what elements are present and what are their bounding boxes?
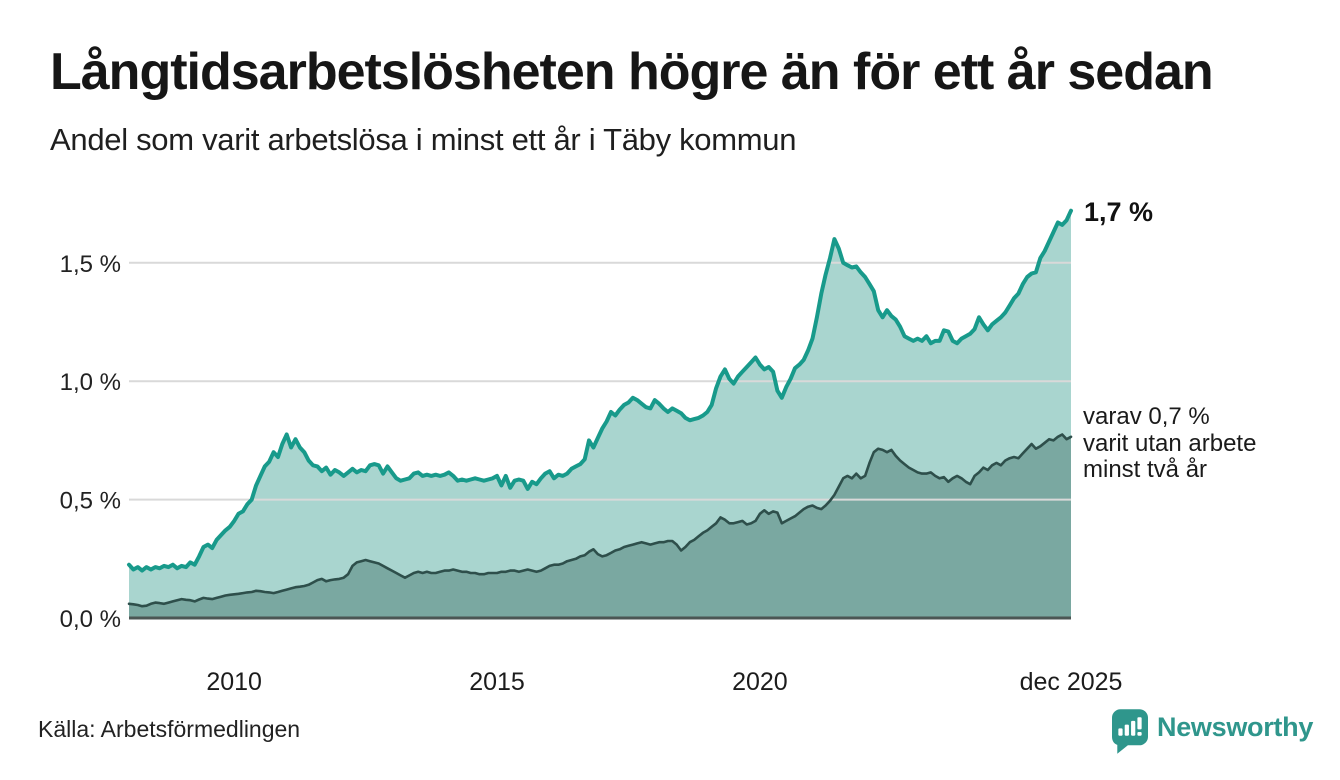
y-tick-label: 1,0 % (60, 369, 121, 396)
brand-logo: Newsworthy (1112, 709, 1313, 759)
page-subtitle: Andel som varit arbetslösa i minst ett å… (50, 122, 797, 157)
y-tick-label: 0,5 % (60, 488, 121, 515)
y-tick-label: 0,0 % (60, 606, 121, 633)
end-note-line: varit utan arbete (1083, 429, 1257, 457)
y-tick-label: 1,5 % (60, 251, 121, 278)
x-tick-label: 2015 (469, 668, 525, 696)
newsworthy-logo-icon (1112, 709, 1148, 759)
x-tick-label: 2010 (206, 668, 262, 696)
page-title: Långtidsarbetslösheten högre än för ett … (50, 43, 1214, 101)
x-tick-label: dec 2025 (1020, 668, 1123, 696)
end-note-line: minst två år (1083, 456, 1208, 483)
x-tick-label: 2020 (732, 668, 788, 696)
end-note-line: varav 0,7 % (1083, 403, 1210, 430)
series2-end-note: varav 0,7 % varit utan arbete minst två … (1083, 403, 1257, 484)
area-fill-series2 (129, 434, 1071, 618)
line-series1 (127, 208, 1073, 573)
series1-end-value-label: 1,7 % (1084, 197, 1154, 227)
line-series2 (127, 433, 1073, 608)
source-label: Källa: Arbetsförmedlingen (38, 716, 301, 742)
brand-wordmark: Newsworthy (1157, 712, 1314, 742)
